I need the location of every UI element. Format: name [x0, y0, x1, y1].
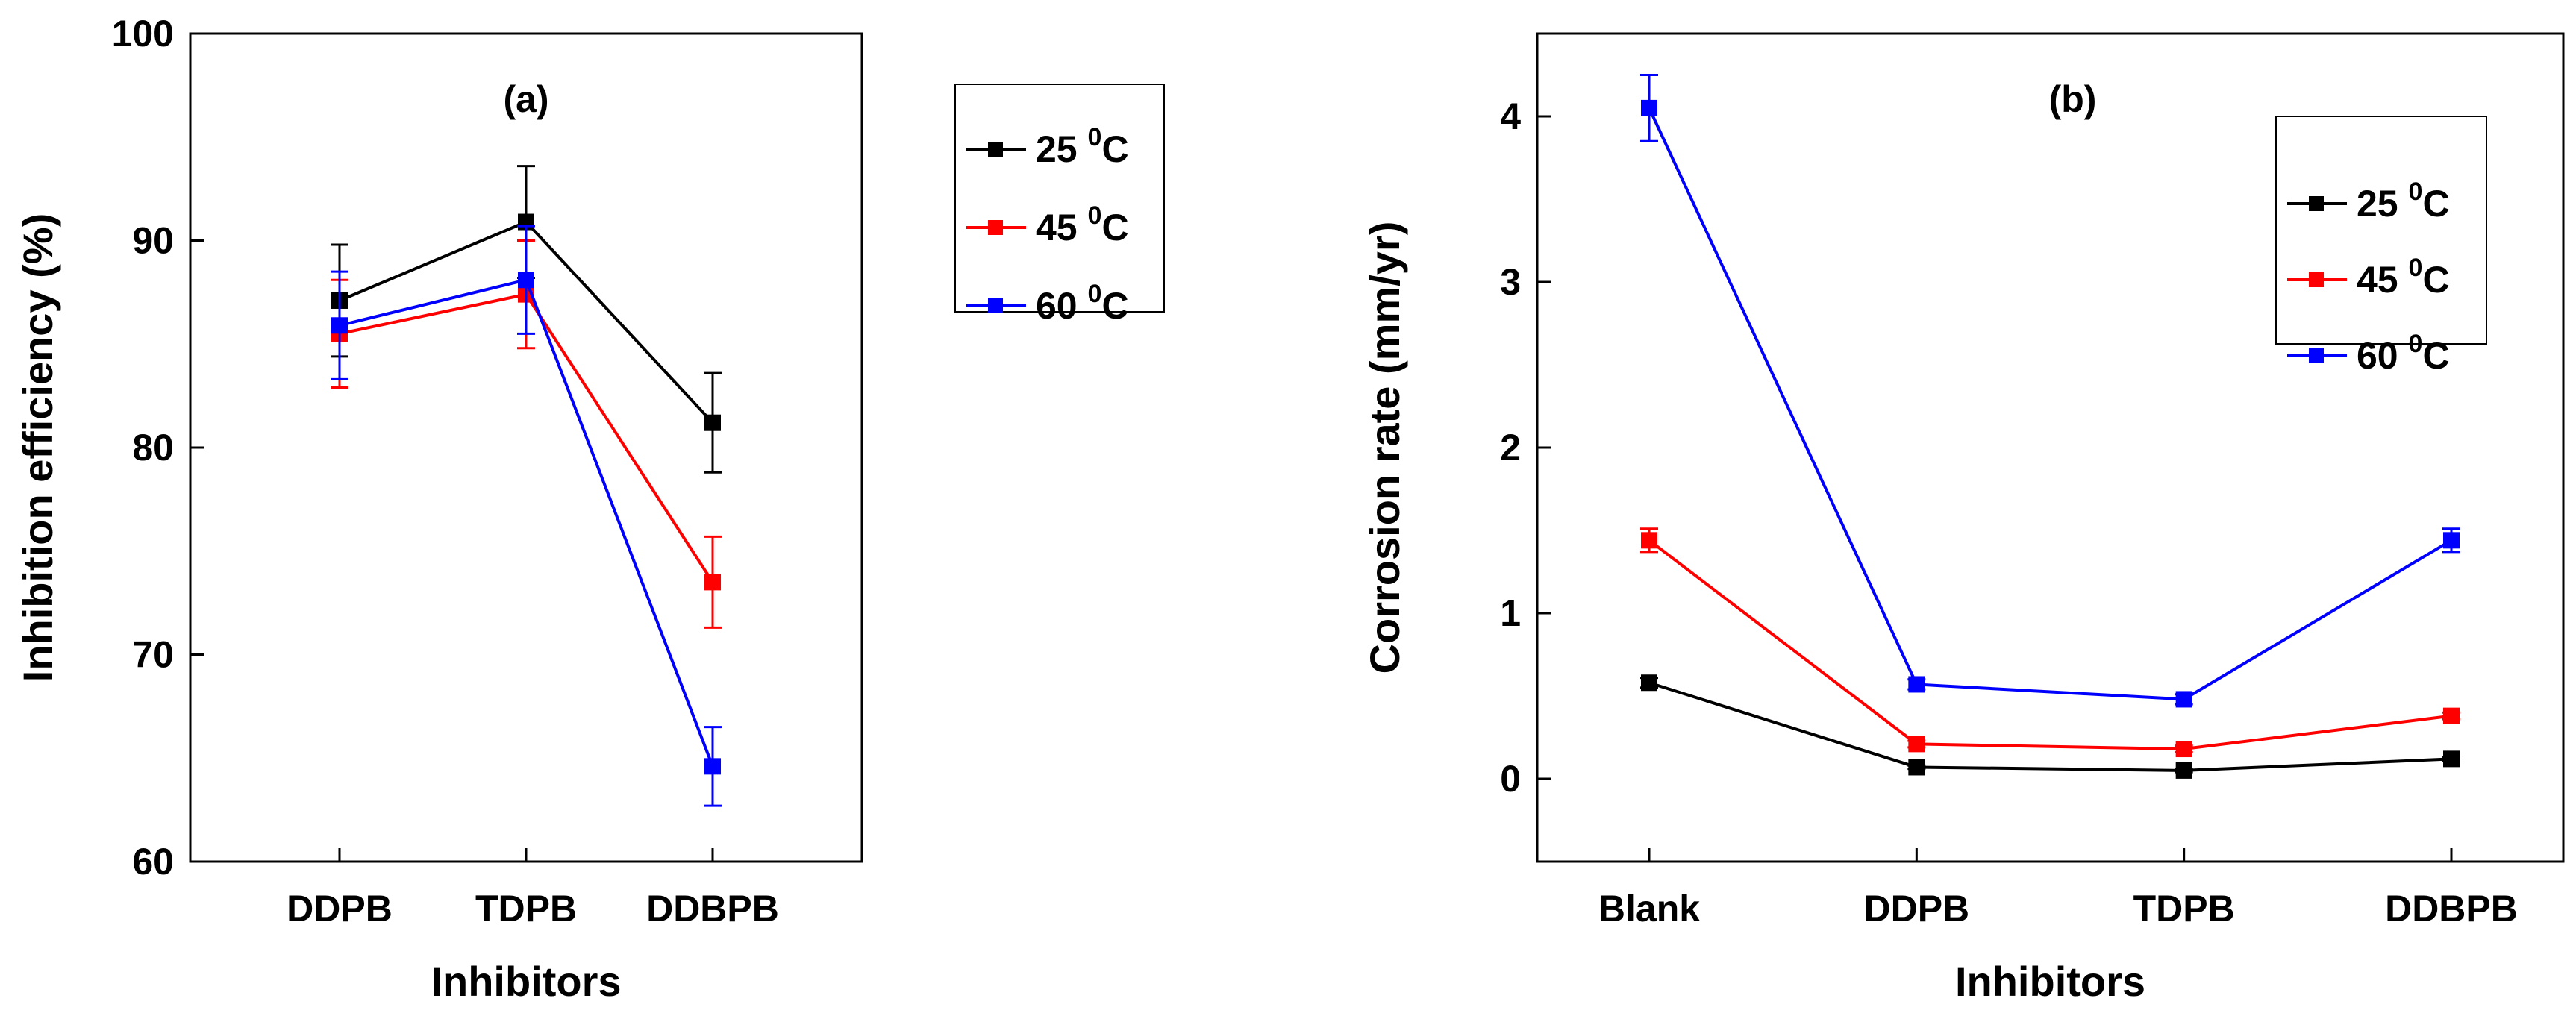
legend-label: 25 0C — [2357, 178, 2450, 225]
data-point — [2443, 750, 2460, 768]
legend-superscript: 0 — [1088, 201, 1102, 230]
panel-label: (a) — [503, 78, 548, 120]
legend-label: 45 0C — [1036, 201, 1129, 248]
data-point — [704, 414, 721, 431]
x-tick-label: DDPB — [287, 888, 393, 929]
series-line-60 — [1648, 107, 2453, 701]
data-point — [1908, 676, 1925, 693]
legend-marker — [2309, 272, 2324, 287]
data-point — [518, 272, 534, 289]
series-line-25 — [1648, 681, 2452, 772]
y-tick-label: 0 — [1500, 758, 1521, 800]
legend-label: 60 0C — [1036, 280, 1129, 327]
y-tick-label: 100 — [112, 13, 174, 54]
data-point — [2443, 532, 2460, 549]
legend-marker — [2309, 348, 2324, 363]
legend-marker — [2309, 196, 2324, 211]
plot-frame — [189, 32, 863, 863]
data-point — [1641, 674, 1657, 692]
legend-unit: C — [1101, 128, 1128, 170]
legend-superscript: 0 — [2409, 254, 2423, 282]
legend-unit: C — [1101, 285, 1128, 327]
legend-label: 60 0C — [2357, 330, 2450, 377]
legend-frame — [954, 84, 1165, 313]
data-point — [2175, 741, 2192, 758]
x-axis-title: Inhibitors — [1955, 958, 2145, 1005]
data-point — [704, 574, 721, 591]
series-line-60 — [339, 277, 714, 768]
y-tick-label: 70 — [132, 634, 174, 676]
data-point — [2443, 707, 2460, 724]
data-point — [331, 317, 348, 334]
legend-label: 45 0C — [2357, 254, 2450, 301]
data-point — [1641, 532, 1657, 549]
chart-panel-a: 60 70 80 90 100 DDPB TDPB DDBPB Inhibitors Inhibi… — [14, 13, 1165, 1005]
data-point — [1908, 759, 1925, 776]
legend-superscript: 0 — [1088, 280, 1102, 308]
y-tick-label: 60 — [132, 841, 174, 882]
legend-marker — [988, 220, 1003, 235]
legend-frame — [2275, 116, 2487, 345]
y-axis-title: Corrosion rate (mm/yr) — [1361, 222, 1408, 674]
legend-value: 25 — [1036, 128, 1088, 170]
legend-superscript: 0 — [2409, 178, 2423, 206]
legend-value: 25 — [2357, 183, 2409, 225]
legend-value: 60 — [1036, 285, 1088, 327]
y-tick-label: 3 — [1500, 261, 1521, 303]
legend-value: 60 — [2357, 335, 2409, 377]
legend-unit: C — [2422, 335, 2449, 377]
y-axis-title: Inhibition efficiency (%) — [14, 213, 61, 682]
x-tick-label: DDBPB — [2385, 888, 2518, 929]
x-tick-label: TDPB — [2133, 888, 2235, 929]
legend-superscript: 0 — [1088, 123, 1102, 151]
y-tick-label: 80 — [132, 427, 174, 468]
legend-superscript: 0 — [2409, 330, 2423, 358]
x-tick-label: Blank — [1598, 888, 1700, 929]
legend-value: 45 — [1036, 207, 1088, 248]
panel-label: (b) — [2049, 78, 2097, 120]
y-tick-label: 2 — [1500, 427, 1521, 468]
legend-unit: C — [2422, 183, 2449, 225]
legend-label: 25 0C — [1036, 123, 1129, 170]
x-tick-label: TDPB — [475, 888, 577, 929]
y-tick-label: 1 — [1500, 592, 1521, 634]
x-tick-label: DDBPB — [646, 888, 779, 929]
y-tick-label: 4 — [1500, 95, 1521, 137]
legend-marker — [988, 142, 1003, 157]
legend-unit: C — [1101, 207, 1128, 248]
chart-panel-b: 0 1 2 3 4 Blank DDPB TDPB DDBPB Inhibitors Corrosi… — [1361, 32, 2565, 1005]
x-tick-label: DDPB — [1863, 888, 1969, 929]
x-axis-title: Inhibitors — [431, 958, 621, 1005]
data-point — [2175, 691, 2192, 708]
legend-unit: C — [2422, 259, 2449, 301]
data-point — [1908, 736, 1925, 753]
data-point — [704, 758, 721, 775]
series-line-45 — [1648, 539, 2452, 751]
y-tick-label: 90 — [132, 220, 174, 262]
legend-marker — [988, 298, 1003, 313]
data-point — [1641, 99, 1657, 116]
data-point — [2175, 762, 2192, 779]
legend-value: 45 — [2357, 259, 2409, 301]
